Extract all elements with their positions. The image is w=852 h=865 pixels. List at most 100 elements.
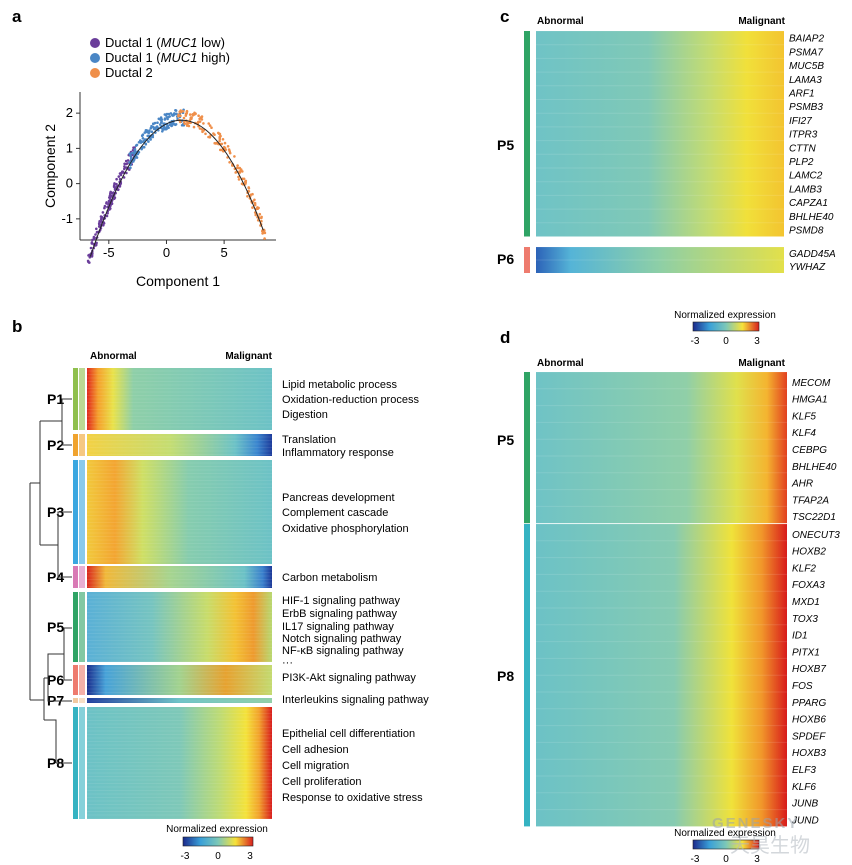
scatter-point — [105, 202, 108, 205]
gene-label: LAMC2 — [789, 171, 823, 182]
watermark-text: 天昊生物 — [730, 834, 810, 857]
module-p1: P1 Lipid metabolic process Oxidation-reduc… — [47, 368, 419, 430]
legend-swatch — [90, 53, 100, 63]
module-row-bar — [79, 460, 85, 564]
gene-group-p6: GADD45A YWHAZ P6 — [497, 246, 836, 273]
scatter-point — [251, 206, 254, 209]
gene-label: PSMD8 — [789, 226, 824, 237]
scatter-point — [258, 212, 262, 216]
module-label: P6 — [47, 672, 64, 688]
scatter-point — [219, 134, 222, 138]
gene-label: MXD1 — [792, 597, 820, 608]
scatter-point — [238, 166, 241, 170]
module-label: P2 — [47, 437, 64, 453]
scatter-point — [132, 160, 135, 163]
scatter-point — [198, 120, 202, 123]
legend-entry-suffix: high) — [197, 50, 230, 65]
scatter-point — [93, 237, 96, 240]
gene-label: ONECUT3 — [792, 530, 840, 541]
panel-d-heatmap: MECOM HMGA1 KLF5 KLF4 CEBPG BHLHE40 AHR TFAP2A T… — [497, 371, 840, 827]
scatter-point — [181, 110, 185, 113]
scatter-point — [182, 116, 186, 120]
panel-d-colorbar-scale — [692, 839, 760, 850]
scatter-point — [165, 112, 169, 116]
module-label: P1 — [47, 391, 64, 407]
group-heatmap-block — [536, 524, 787, 827]
scatter-point — [198, 117, 201, 121]
scatter-point — [212, 132, 215, 135]
gene-label: PLP2 — [789, 157, 814, 168]
scatter-point — [223, 141, 227, 145]
scatter-point — [113, 187, 117, 191]
gene-label: PSMB3 — [789, 102, 823, 113]
scatter-point — [246, 195, 249, 198]
gene-label: MECOM — [792, 378, 831, 389]
gene-label: BHLHE40 — [789, 212, 834, 223]
scatter-point — [226, 145, 230, 148]
gene-label: MUC5B — [789, 61, 824, 72]
module-term: ErbB signaling pathway — [282, 608, 397, 620]
module-term: Interleukins signaling pathway — [282, 694, 429, 706]
scatter-point — [98, 223, 101, 226]
legend-entry-suffix: low) — [197, 35, 224, 50]
module-row-bar — [79, 592, 85, 662]
module-heatmap-block — [87, 566, 272, 588]
scatter-point — [218, 137, 222, 141]
module-heatmap-block — [87, 592, 272, 662]
scatter-point — [174, 123, 177, 127]
scatter-point — [237, 178, 241, 181]
dendrogram-branch — [57, 511, 72, 578]
scatter-point — [115, 182, 118, 186]
legend-entry: Ductal 1 (MUC1 low) — [105, 35, 225, 50]
scatter-point — [166, 124, 170, 128]
module-term: Translation — [282, 434, 336, 446]
panel-a-legend: Ductal 1 (MUC1 low)Ductal 1 (MUC1 high)D… — [90, 35, 230, 80]
scatter-point — [141, 137, 145, 140]
scatter-point — [174, 109, 178, 112]
module-row-bar — [79, 665, 85, 695]
gene-label: TSC22D1 — [792, 512, 836, 523]
module-term: Cell migration — [282, 760, 349, 772]
module-color-bar — [73, 460, 78, 564]
scatter-point — [218, 139, 221, 143]
scatter-point — [194, 112, 197, 115]
panel-d-colorbar-tick-mid: 0 — [723, 854, 729, 865]
scatter-point — [129, 156, 133, 160]
scatter-point — [178, 110, 181, 114]
gene-label: PPARG — [792, 698, 826, 709]
scatter-point — [221, 138, 225, 141]
group-heatmap-block — [536, 247, 784, 273]
panel-c-colorbar-tick-max: 3 — [754, 336, 760, 347]
scatter-point — [145, 129, 149, 132]
group-label: P8 — [497, 668, 514, 684]
scatter-point — [123, 165, 126, 168]
module-term: Notch signaling pathway — [282, 633, 402, 645]
module-row-bar — [79, 566, 85, 588]
scatter-point — [238, 170, 241, 173]
panel-d-colorbar-tick-min: -3 — [691, 854, 700, 865]
scatter-point — [236, 164, 239, 167]
gene-label: ID1 — [792, 631, 808, 642]
gene-label: CTTN — [789, 143, 816, 154]
scatter-point — [217, 131, 220, 135]
scatter-point — [156, 121, 159, 124]
module-color-bar — [73, 592, 78, 662]
module-heatmap-block — [87, 698, 272, 703]
scatter-point — [200, 128, 204, 131]
module-term: Carbon metabolism — [282, 572, 377, 584]
module-term: Oxidative phosphorylation — [282, 523, 409, 535]
scatter-point — [94, 233, 97, 236]
scatter-point — [189, 117, 192, 120]
module-term: Pancreas development — [282, 492, 395, 504]
module-term: IL17 signaling pathway — [282, 621, 394, 633]
scatter-point — [140, 134, 144, 137]
panel-c-colorbar-title: Normalized expression — [674, 310, 776, 321]
scatter-point — [118, 172, 122, 175]
scatter-point — [163, 117, 167, 120]
module-color-bar — [73, 566, 78, 588]
module-term: Digestion — [282, 409, 328, 421]
scatter-point — [147, 140, 150, 143]
scatter-point — [95, 227, 98, 231]
scatter-point — [112, 197, 116, 200]
